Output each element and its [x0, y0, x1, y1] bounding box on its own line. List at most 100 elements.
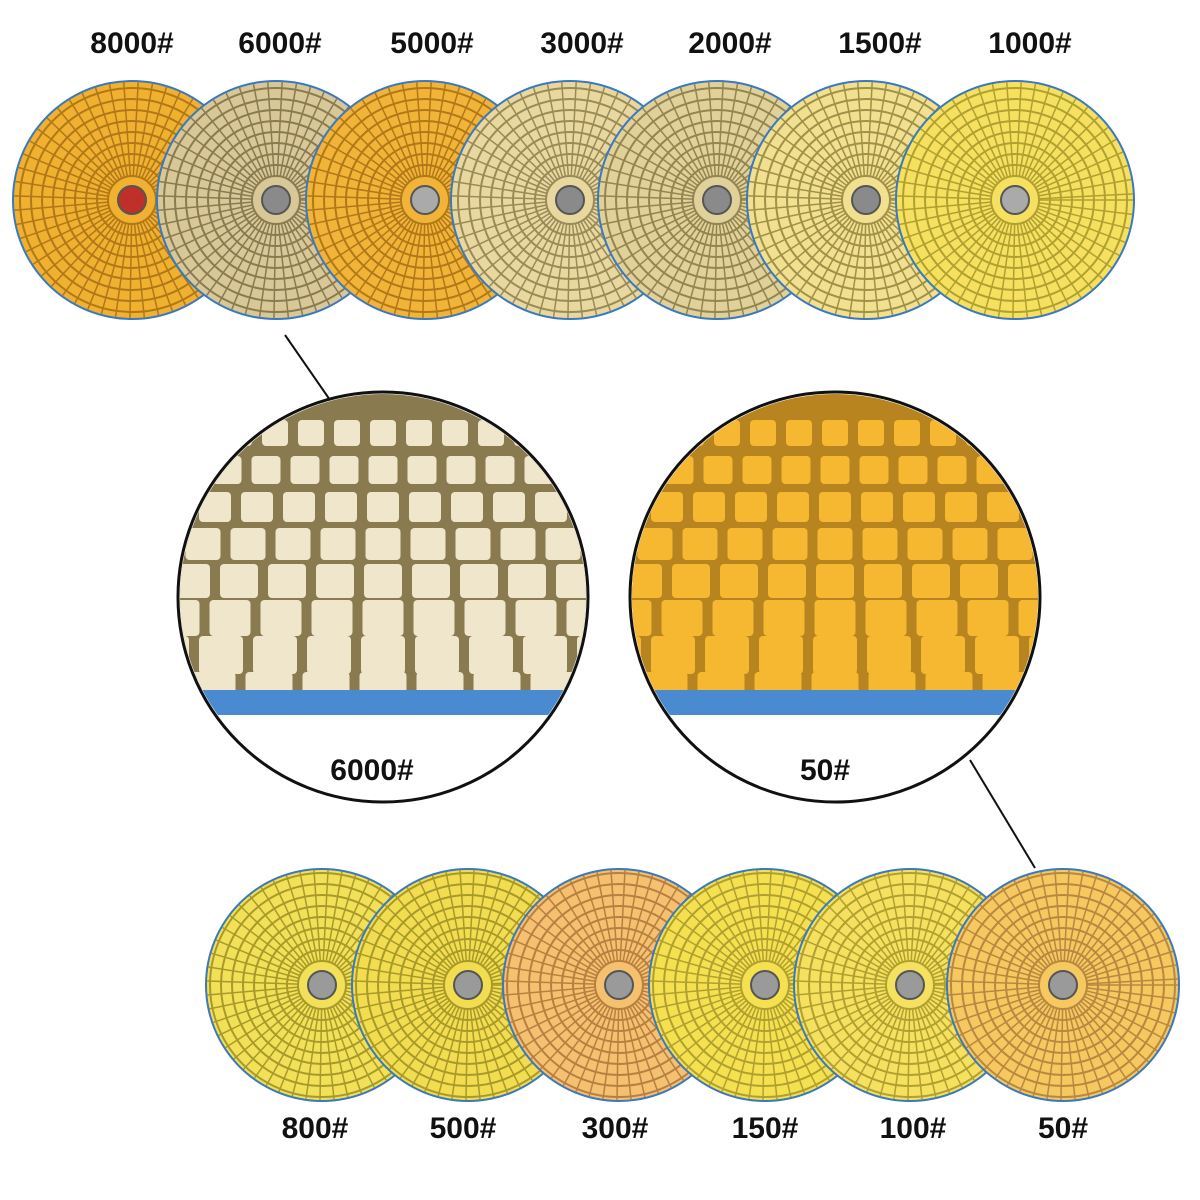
- groove-radial: [550, 1003, 606, 1079]
- segment: [132, 672, 179, 712]
- groove-radial: [279, 83, 298, 177]
- groove-radial: [135, 83, 154, 177]
- groove-radial: [749, 180, 843, 197]
- segment: [862, 528, 898, 560]
- groove-radial: [775, 1006, 818, 1088]
- groove-radial: [577, 222, 612, 312]
- segment: [945, 492, 977, 522]
- groove-radial: [20, 207, 110, 240]
- groove-radial: [914, 1008, 937, 1098]
- grit-label: 500#: [430, 1112, 497, 1145]
- groove-radial: [142, 221, 187, 306]
- segment: [485, 456, 515, 484]
- groove-radial: [720, 83, 739, 177]
- groove-radial: [249, 895, 308, 967]
- segment: [903, 492, 935, 522]
- groove-radial: [718, 223, 731, 318]
- groove-radial: [252, 84, 273, 177]
- groove-radial: [143, 98, 194, 180]
- groove-radial: [276, 82, 283, 177]
- groove-radial: [194, 217, 261, 287]
- groove-radial: [201, 107, 262, 182]
- groove-radial: [837, 895, 896, 967]
- groove-radial: [727, 221, 772, 306]
- segment: [1043, 528, 1078, 560]
- segment: [642, 420, 668, 446]
- groove-radial: [766, 212, 847, 265]
- groove-radial: [467, 140, 550, 189]
- segment: [622, 420, 648, 446]
- groove-radial: [364, 994, 447, 1037]
- groove-radial: [922, 1004, 975, 1081]
- segment: [632, 600, 652, 636]
- groove-radial: [299, 871, 319, 962]
- segment: [108, 600, 149, 636]
- groove-radial: [626, 214, 700, 277]
- groove-radial: [1031, 116, 1099, 184]
- grit-label: 5000#: [390, 27, 474, 60]
- pad-hole: [750, 970, 780, 1000]
- groove-radial: [265, 1005, 312, 1086]
- groove-radial: [185, 214, 259, 277]
- groove-radial: [461, 153, 549, 192]
- groove-radial: [422, 223, 426, 318]
- segment: [912, 564, 950, 598]
- groove-radial: [379, 999, 451, 1060]
- groove-radial: [903, 207, 993, 240]
- groove-radial: [428, 83, 447, 177]
- groove-radial: [357, 952, 446, 980]
- groove-radial: [355, 218, 412, 296]
- groove-radial: [808, 220, 856, 304]
- groove-radial: [452, 195, 547, 200]
- groove-radial: [899, 204, 992, 226]
- groove-radial: [897, 201, 992, 212]
- groove-radial: [287, 98, 338, 180]
- segment: [952, 528, 988, 560]
- segment: [967, 600, 1009, 636]
- groove-radial: [333, 886, 382, 965]
- groove-radial: [225, 997, 303, 1049]
- groove-radial: [873, 875, 904, 963]
- segment: [199, 636, 243, 674]
- groove-radial: [561, 82, 570, 177]
- groove-radial: [906, 153, 994, 192]
- segment: [515, 600, 557, 636]
- groove-radial: [1030, 217, 1093, 290]
- segment: [367, 492, 399, 522]
- groove-radial: [316, 153, 404, 192]
- groove-radial: [512, 220, 560, 304]
- groove-radial: [768, 871, 786, 962]
- groove-radial: [679, 87, 711, 178]
- groove-radial: [582, 875, 613, 963]
- groove-radial: [368, 926, 448, 974]
- groove-radial: [1018, 83, 1037, 177]
- groove-radial: [1022, 222, 1057, 312]
- segment: [759, 636, 803, 674]
- groove-radial: [929, 117, 999, 184]
- groove-radial: [231, 221, 268, 310]
- segment: [587, 456, 616, 484]
- groove-radial: [181, 128, 258, 187]
- groove-radial: [915, 212, 996, 265]
- groove-radial: [525, 221, 562, 310]
- segment: [154, 420, 180, 446]
- segment: [28, 564, 66, 598]
- groove-radial: [325, 871, 343, 962]
- groove-radial: [1038, 193, 1133, 200]
- groove-radial: [984, 1002, 1048, 1070]
- segment: [545, 528, 581, 560]
- groove-radial: [325, 212, 406, 265]
- groove-radial: [991, 84, 1012, 177]
- groove-radial: [622, 128, 699, 187]
- groove-radial: [74, 220, 122, 304]
- groove-radial: [87, 221, 124, 310]
- groove-radial: [238, 87, 270, 178]
- groove-radial: [658, 939, 744, 977]
- polishing-pad: [895, 80, 1135, 320]
- segment: [588, 672, 635, 712]
- groove-radial: [686, 1002, 750, 1070]
- segment: [987, 492, 1019, 522]
- groove-radial: [631, 117, 701, 184]
- segment: [220, 564, 258, 598]
- groove-radial: [353, 980, 445, 985]
